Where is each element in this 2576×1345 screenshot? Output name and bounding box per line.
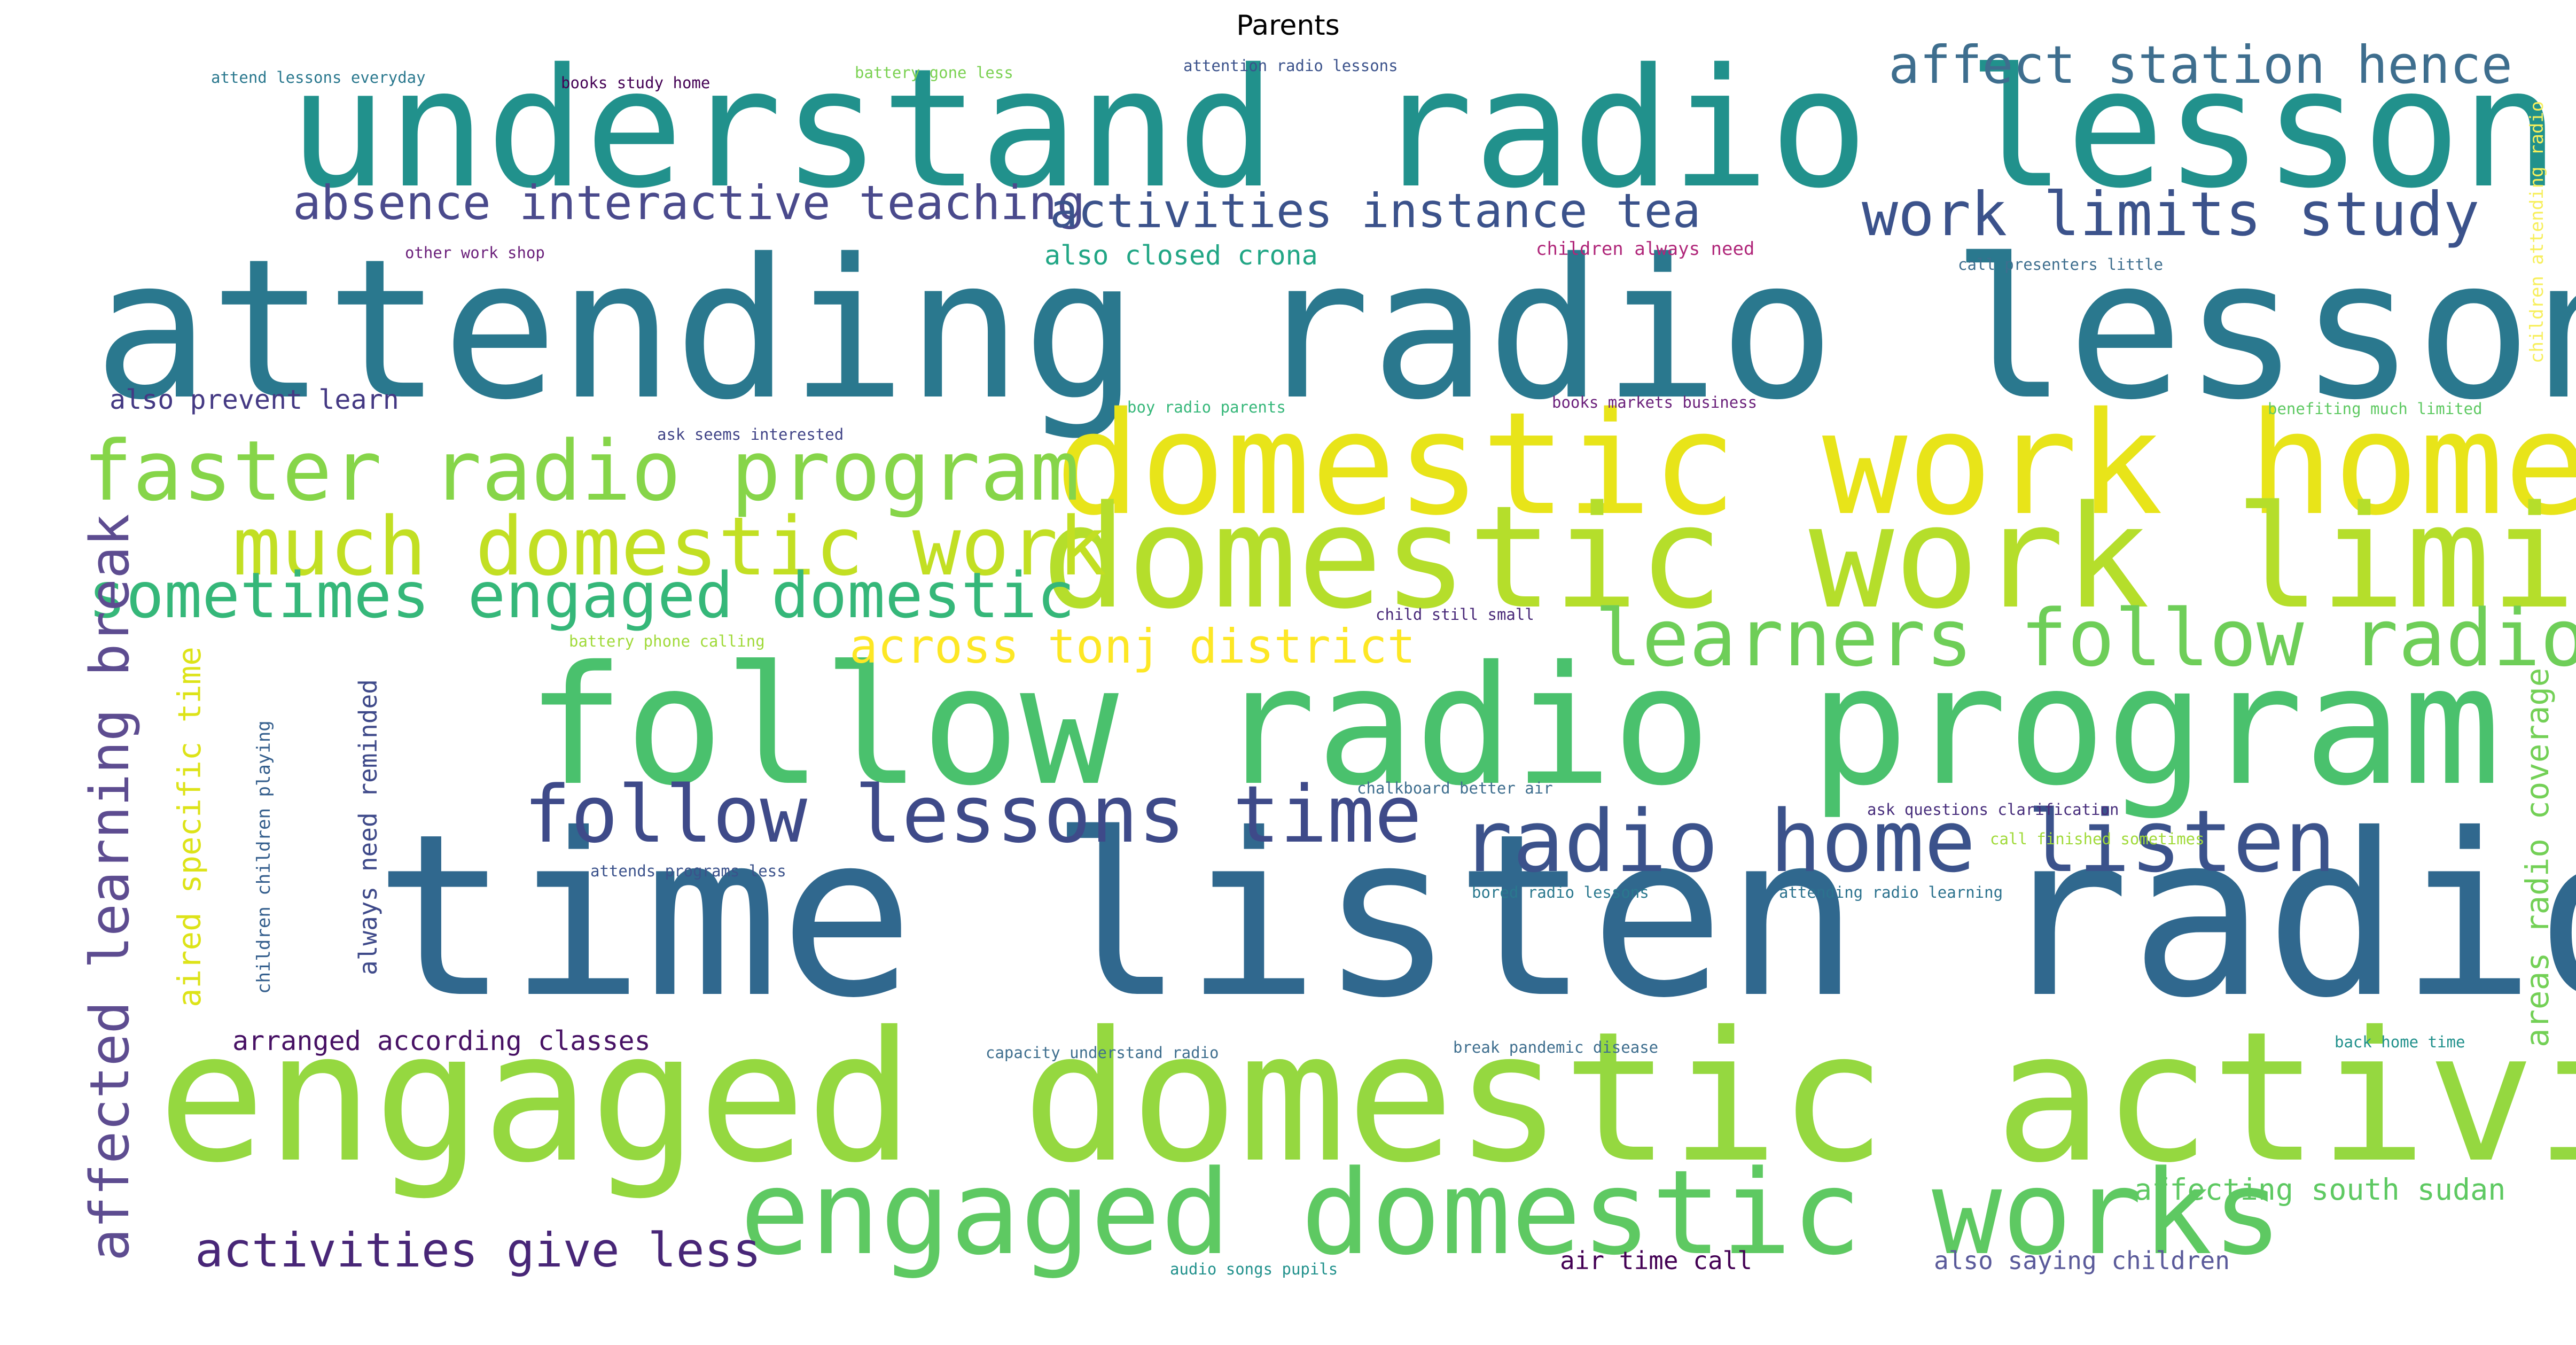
word-follow-radio-program: follow radio program xyxy=(526,631,2501,822)
word-ask-questions-clarification: ask questions clarification xyxy=(1867,800,2119,819)
word-also-closed-crona: also closed crona xyxy=(1044,240,1318,271)
word-battery-phone-calling: battery phone calling xyxy=(569,632,765,650)
word-battery-gone-less: battery gone less xyxy=(855,64,1013,82)
word-ask-seems-interested: ask seems interested xyxy=(657,425,844,444)
word-also-saying-children: also saying children xyxy=(1934,1246,2230,1275)
word-learners-follow-radio: learners follow radio xyxy=(1595,593,2576,684)
word-other-work-shop: other work shop xyxy=(405,244,545,262)
word-benefiting-much-limited: benefiting much limited xyxy=(2268,400,2483,418)
word-attends-programs-less: attends programs less xyxy=(590,862,786,880)
word-children-attending-radio: children attending radio xyxy=(2526,101,2548,363)
word-call-finished-sometimes: call finished sometimes xyxy=(1990,830,2205,848)
word-affect-station-hence: affect station hence xyxy=(1888,35,2512,95)
word-air-time-call: air time call xyxy=(1560,1246,1752,1275)
word-books-study-home: books study home xyxy=(561,74,710,92)
word-attending-radio-learning: attending radio learning xyxy=(1779,883,2003,901)
word-arranged-according-classes: arranged according classes xyxy=(232,1025,651,1056)
word-engaged-domestic-activities: engaged domestic activities xyxy=(158,993,2576,1202)
word-affecting-south-sudan: affecting south sudan xyxy=(2134,1172,2505,1207)
word-attending-radio-lessons: attending radio lessons xyxy=(93,218,2576,442)
word-areas-radio-coverage: areas radio coverage xyxy=(2519,668,2556,1047)
word-children-children-playing: children children playing xyxy=(253,720,275,994)
word-also-prevent-learn: also prevent learn xyxy=(110,384,399,415)
word-follow-lessons-time: follow lessons time xyxy=(524,769,1422,860)
word-back-home-time: back home time xyxy=(2335,1033,2465,1051)
word-chalkboard-better-air: chalkboard better air xyxy=(1357,779,1553,797)
word-absence-interactive-teaching: absence interactive teaching xyxy=(293,175,1085,230)
word-break-pandemic-disease: break pandemic disease xyxy=(1453,1038,1658,1056)
word-affected-learning-break: affected learning break xyxy=(78,514,141,1261)
word-activities-instance-tea: activities instance tea xyxy=(1050,183,1701,238)
word-across-tonj-district: across tonj district xyxy=(849,619,1416,674)
word-always-need-reminded: always need reminded xyxy=(354,679,383,975)
word-sometimes-engaged-domestic: sometimes engaged domestic xyxy=(88,558,1075,632)
word-children-always-need: children always need xyxy=(1536,238,1754,260)
word-bored-radio-lessons: bored radio lessons xyxy=(1472,883,1649,901)
word-understand-radio-lessons: understand radio lessons xyxy=(288,34,2576,224)
word-call-presenters-little: call presenters little xyxy=(1958,255,2163,274)
word-radio-home-listen: radio home listen xyxy=(1461,791,2336,891)
word-domestic-work-limits: domestic work limits xyxy=(1042,476,2576,640)
word-work-limits-study: work limits study xyxy=(1862,179,2480,250)
chart-title: Parents xyxy=(1236,10,1340,42)
word-time-listen-radio: time listen radio xyxy=(374,786,2576,1047)
word-capacity-understand-radio: capacity understand radio xyxy=(986,1044,1219,1062)
word-books-markets-business: books markets business xyxy=(1552,393,1757,411)
word-much-domestic-work: much domestic work xyxy=(232,500,1106,594)
word-engaged-domestic-works: engaged domestic works xyxy=(740,1146,2282,1281)
word-boy-radio-parents: boy radio parents xyxy=(1127,398,1286,416)
word-attend-lessons-everyday: attend lessons everyday xyxy=(211,68,426,87)
word-aired-specific-time: aired specific time xyxy=(171,647,208,1007)
word-audio-songs-pupils: audio songs pupils xyxy=(1170,1260,1338,1278)
word-domestic-work-home: domestic work home xyxy=(1055,382,2576,547)
word-activities-give-less: activities give less xyxy=(195,1223,761,1278)
word-child-still-small: child still small xyxy=(1376,605,1534,624)
word-faster-radio-program: faster radio program xyxy=(83,423,1080,519)
word-attention-radio-lessons: attention radio lessons xyxy=(1183,57,1398,75)
